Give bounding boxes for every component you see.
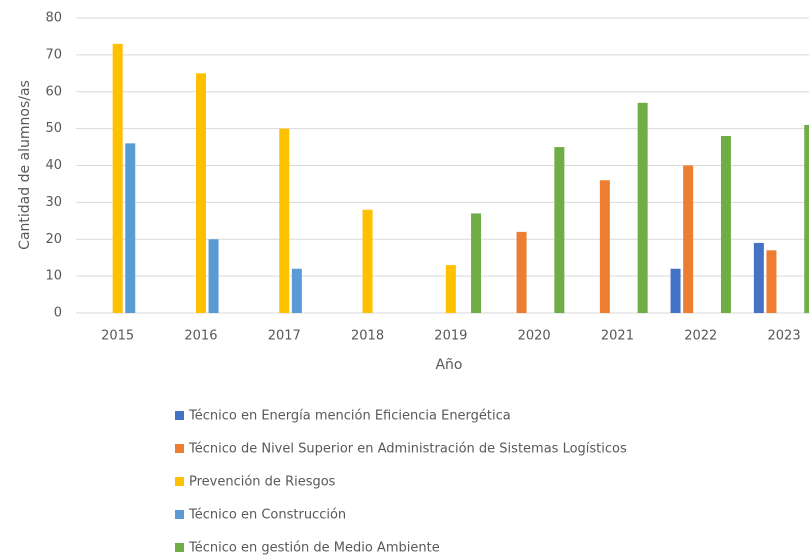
x-tick-label: 2023 [768,329,801,344]
y-tick-label: 70 [45,47,62,62]
legend-swatch [175,444,184,453]
bar [362,209,373,313]
y-tick-label: 60 [45,84,62,99]
bar [279,128,290,313]
bar [554,147,565,313]
bar [637,102,648,313]
y-tick-label: 10 [45,269,62,284]
legend-label: Técnico en Construcción [188,508,346,523]
x-tick-label: 2019 [434,329,467,344]
bar [670,268,681,313]
x-axis-label: Año [435,357,462,373]
bar [471,213,482,313]
legend-swatch [175,543,184,552]
legend-label: Técnico de Nivel Superior en Administrac… [188,442,627,457]
bar [766,250,777,313]
x-tick-label: 2021 [601,329,634,344]
legend-label: Técnico en gestión de Medio Ambiente [188,541,440,556]
bar [112,43,123,313]
bar [599,180,610,313]
legend-swatch [175,477,184,486]
y-tick-label: 0 [54,306,62,321]
bar [125,143,136,313]
legend-label: Prevención de Riesgos [189,475,336,490]
bar [804,124,809,313]
bar [516,231,527,313]
y-tick-label: 20 [45,232,62,247]
y-tick-label: 30 [45,195,62,210]
x-tick-label: 2018 [351,329,384,344]
legend-swatch [175,510,184,519]
x-tick-label: 2017 [268,329,301,344]
x-tick-label: 2015 [101,329,134,344]
bar [291,268,302,313]
legend-swatch [175,411,184,420]
bar [445,265,456,313]
x-tick-label: 2022 [684,329,717,344]
bar [683,165,694,313]
y-axis-label: Cantidad de alumnos/as [17,80,33,250]
bar [195,73,206,313]
y-tick-label: 40 [45,158,62,173]
y-tick-label: 50 [45,121,62,136]
y-tick-label: 80 [45,11,62,26]
x-tick-label: 2020 [518,329,551,344]
bar [753,242,764,313]
x-tick-label: 2016 [184,329,217,344]
bar [720,136,731,313]
legend-label: Técnico en Energía mención Eficiencia En… [188,409,511,424]
bar [208,239,219,313]
